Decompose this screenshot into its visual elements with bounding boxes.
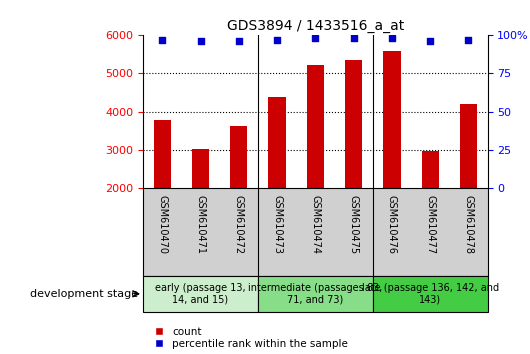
Point xyxy=(387,36,396,41)
Text: late (passage 136, 142, and
143): late (passage 136, 142, and 143) xyxy=(361,283,499,305)
Bar xyxy=(230,126,248,188)
Text: GSM610478: GSM610478 xyxy=(463,195,473,254)
Text: GSM610477: GSM610477 xyxy=(425,195,435,254)
Text: GSM610472: GSM610472 xyxy=(234,195,244,254)
Point xyxy=(235,39,243,44)
Text: GSM610475: GSM610475 xyxy=(349,195,359,254)
Bar xyxy=(258,276,373,312)
Bar xyxy=(383,51,401,188)
Text: GSM610471: GSM610471 xyxy=(196,195,206,254)
Text: development stage: development stage xyxy=(30,289,138,299)
Point xyxy=(273,37,281,43)
Bar xyxy=(460,104,477,188)
Text: GSM610473: GSM610473 xyxy=(272,195,282,254)
Point xyxy=(426,39,435,44)
Text: early (passage 13,
14, and 15): early (passage 13, 14, and 15) xyxy=(155,283,246,305)
Text: GSM610470: GSM610470 xyxy=(157,195,167,254)
Text: GSM610474: GSM610474 xyxy=(311,195,320,254)
Bar xyxy=(192,149,209,188)
Bar xyxy=(154,120,171,188)
Point xyxy=(349,36,358,41)
Bar xyxy=(307,65,324,188)
Bar xyxy=(269,97,286,188)
Point xyxy=(311,36,320,41)
Title: GDS3894 / 1433516_a_at: GDS3894 / 1433516_a_at xyxy=(227,19,404,33)
Text: GSM610476: GSM610476 xyxy=(387,195,397,254)
Point xyxy=(196,39,205,44)
Text: intermediate (passages 63,
71, and 73): intermediate (passages 63, 71, and 73) xyxy=(248,283,383,305)
Bar xyxy=(421,152,439,188)
Bar xyxy=(345,60,362,188)
Point xyxy=(464,37,473,43)
Bar xyxy=(143,276,258,312)
Point xyxy=(158,37,166,43)
Legend: count, percentile rank within the sample: count, percentile rank within the sample xyxy=(148,327,348,349)
Bar xyxy=(373,276,488,312)
